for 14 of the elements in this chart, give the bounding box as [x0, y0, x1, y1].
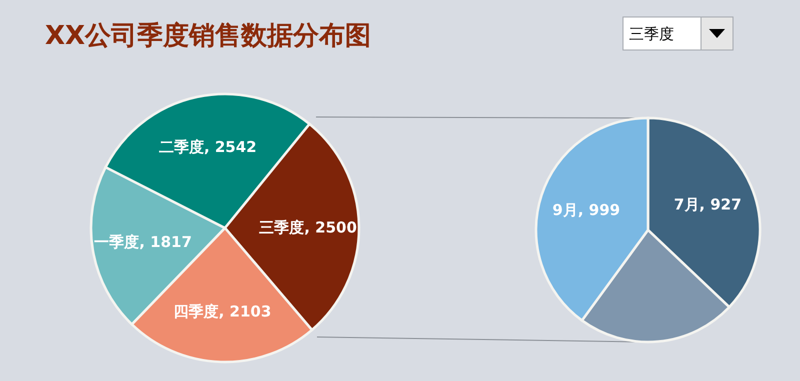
data-label: , 2500	[304, 218, 357, 236]
data-label: , 999	[578, 201, 620, 220]
chart-title: XX公司季度销售数据分布图	[45, 21, 372, 51]
slice-label: 三季度	[259, 218, 304, 236]
data-label: , 927	[699, 196, 742, 214]
data-label: , 1817	[139, 232, 192, 251]
slice-label: 四季度	[174, 302, 219, 320]
slice-label: 9月	[552, 201, 578, 220]
data-label: , 2542	[204, 138, 257, 156]
slice-label: 7月	[674, 196, 700, 214]
text: 三季度	[629, 25, 674, 43]
slice-label: 一季度	[94, 232, 140, 251]
slice-label: 二季度	[158, 138, 204, 156]
data-label: , 2103	[218, 302, 272, 320]
